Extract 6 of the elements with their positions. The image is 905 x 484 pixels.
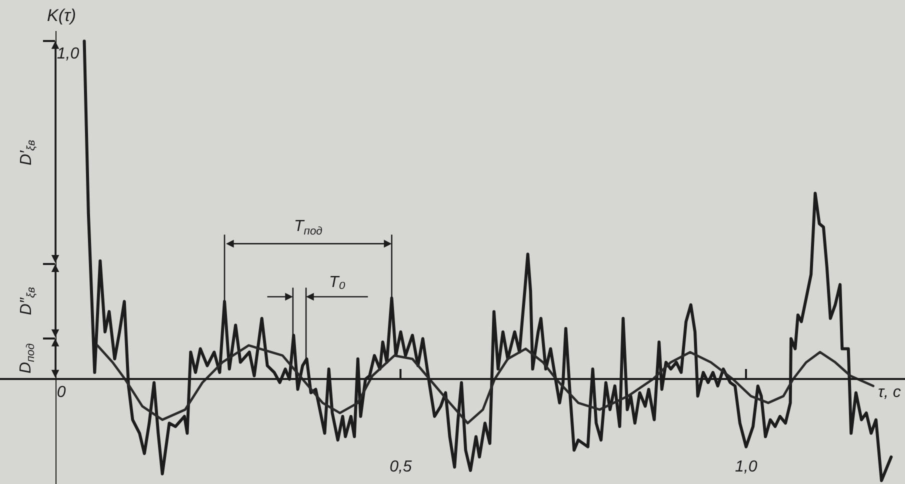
x-tick-label: 0,5	[390, 458, 412, 476]
y-tick-label: 0	[56, 384, 66, 401]
x-axis-title: τ, c	[878, 384, 901, 401]
y-axis-title: K(τ)	[47, 6, 76, 25]
annotation: T₀	[329, 274, 346, 291]
annotation: T$_{под}$	[294, 218, 322, 238]
